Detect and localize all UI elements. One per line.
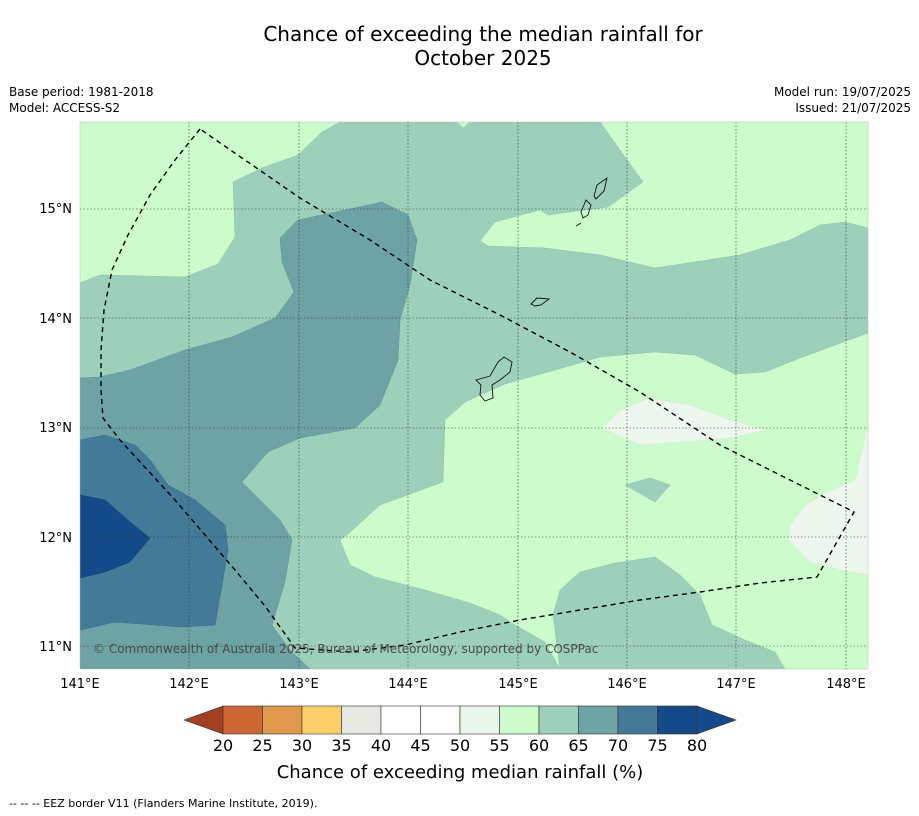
zone-55-60-east [601,397,768,446]
colorbar-cell [657,705,698,735]
colorbar-under-arrow [183,705,224,735]
x-tick-144e: 144°E [388,677,428,692]
island-anatahan [593,176,608,200]
colorbar-tick-label: 50 [450,736,470,755]
meta-right: Model run: 19/07/2025 Issued: 21/07/2025 [774,84,911,116]
x-tick-147e: 147°E [716,677,756,692]
colorbar-cell [262,705,303,735]
colorbar-cell [538,705,579,735]
colorbar-tick-label: 80 [687,736,707,755]
zone-75-80 [80,434,229,631]
colorbar-label: Chance of exceeding median rainfall (%) [277,762,644,783]
y-axis-labels: 15°N 14°N 13°N 12°N 11°N [39,202,72,655]
x-tick-146e: 146°E [607,677,647,692]
copyright-note: © Commonwealth of Australia 2025, Bureau… [93,642,598,656]
base-period: Base period: 1981-2018 [9,85,154,99]
colorbar-cell [301,705,342,735]
x-tick-145e: 145°E [498,677,538,692]
model-run: Model run: 19/07/2025 [773,85,911,99]
y-tick-11n: 11°N [39,640,72,655]
colorbar-cell [578,705,619,735]
colorbar-tick-label: 60 [529,736,549,755]
zone-80-plus [80,494,151,579]
gridlines [80,122,868,669]
map-frame [79,121,869,670]
x-tick-142e: 142°E [169,677,209,692]
colorbar-tick-label: 70 [608,736,628,755]
island-sarigan [580,199,592,219]
zone-55-60-far-east [787,424,868,576]
colorbar-tick-label: 25 [252,736,272,755]
colorbar-tick-label: 35 [331,736,351,755]
y-tick-14n: 14°N [39,312,72,327]
colorbar-tick-label: 40 [371,736,391,755]
colorbar-cell [499,705,540,735]
colorbar-tick-label: 65 [568,736,588,755]
colorbar-cell [617,705,658,735]
island-farallon [575,222,582,227]
x-axis-labels: 141°E 142°E 143°E 144°E 145°E 146°E 147°… [60,677,866,692]
colorbar-cell [222,705,263,735]
colorbar: 20 25 30 35 40 45 50 55 60 65 70 75 80 Chance of exc… [183,705,737,783]
colorbar-cell [380,705,421,735]
title-line-1: Chance of exceeding the median rainfall … [263,22,703,46]
colorbar-tick-label: 55 [489,736,509,755]
title-line-2: October 2025 [414,46,552,70]
colorbar-tick-label: 75 [647,736,667,755]
colorbar-tick-label: 20 [213,736,233,755]
probability-fields [80,122,868,669]
model-name: Model: ACCESS-S2 [9,101,121,115]
island-aguijan [530,297,551,307]
islands [475,176,608,402]
y-tick-13n: 13°N [39,421,72,436]
colorbar-cell [459,705,500,735]
colorbar-cell [341,705,382,735]
colorbar-tick-label: 45 [410,736,430,755]
issued-date: Issued: 21/07/2025 [795,101,911,115]
meta-left: Base period: 1981-2018 Model: ACCESS-S2 [9,84,154,116]
colorbar-tick-label: 30 [292,736,312,755]
eez-legend-footer: -- -- -- EEZ border V11 (Flanders Marine… [9,797,318,810]
zone-65-70-patch [624,477,671,503]
y-tick-12n: 12°N [39,531,72,546]
island-guam [475,356,513,402]
map-title: Chance of exceeding the median rainfall … [0,22,919,70]
colorbar-cell [420,705,461,735]
colorbar-over-arrow [696,705,737,735]
x-tick-141e: 141°E [60,677,100,692]
x-tick-148e: 148°E [826,677,866,692]
zone-65-70-south [552,556,786,669]
y-tick-15n: 15°N [39,202,72,217]
x-tick-143e: 143°E [279,677,319,692]
